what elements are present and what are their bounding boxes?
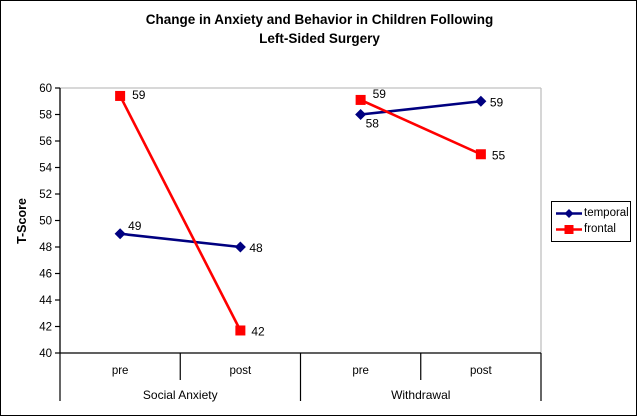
chart-title-line2: Left-Sided Surgery [259,31,380,46]
y-tick-label: 60 [39,83,52,95]
legend-item-frontal: frontal [555,222,630,237]
data-label-frontal: 59 [373,87,387,101]
data-point-marker-temporal [234,241,246,253]
y-tick-label: 52 [39,189,52,201]
y-tick-label: 44 [39,295,52,307]
data-label-temporal: 48 [249,241,263,255]
y-tick-label: 48 [39,242,52,254]
legend-item-temporal: temporal [555,206,630,221]
x-category-label: post [470,365,493,377]
y-axis-title: T-Score [15,198,29,244]
y-tick-label: 58 [39,110,52,122]
data-point-marker-frontal [115,90,126,101]
series-line-frontal [118,95,242,332]
y-tick-label: 42 [39,322,52,334]
data-point-marker-frontal [355,94,366,105]
data-point-marker-frontal [235,325,246,336]
y-tick-label: 46 [39,269,52,281]
data-point-marker-temporal [355,109,367,120]
legend-label-frontal: frontal [584,223,616,235]
series-line-temporal [360,99,482,116]
data-point-marker-temporal [114,228,126,240]
legend: temporal frontal [551,201,631,242]
group-label: Social Anxiety [143,388,218,402]
data-point-marker-frontal [475,149,486,160]
data-label-frontal: 55 [492,148,506,162]
y-tick-label: 54 [39,163,52,175]
chart-title-line1: Change in Anxiety and Behavior in Childr… [145,12,494,27]
data-label-temporal: 49 [128,219,142,233]
legend-label-temporal: temporal [584,207,629,219]
data-label-temporal: 58 [366,117,380,131]
frontal-line-square-swatch [556,225,582,234]
data-label-frontal: 59 [132,88,146,102]
diamond-marker-icon [564,209,574,218]
x-category-label: post [230,365,253,377]
x-category-label: pre [112,365,129,377]
data-label-frontal: 42 [251,324,265,338]
square-marker-icon [564,225,574,234]
chart-title: Change in Anxiety and Behavior in Childr… [1,10,636,48]
data-label-temporal: 59 [490,95,504,109]
temporal-line-diamond-swatch [556,209,582,218]
series-line-frontal [360,98,482,156]
y-tick-label: 56 [39,136,52,148]
data-point-marker-temporal [475,95,487,107]
y-tick-label: 50 [39,216,52,228]
x-category-label: pre [352,365,369,377]
series-line-temporal [119,232,241,249]
group-label: Withdrawal [391,388,450,402]
y-tick-label: 40 [39,348,52,360]
